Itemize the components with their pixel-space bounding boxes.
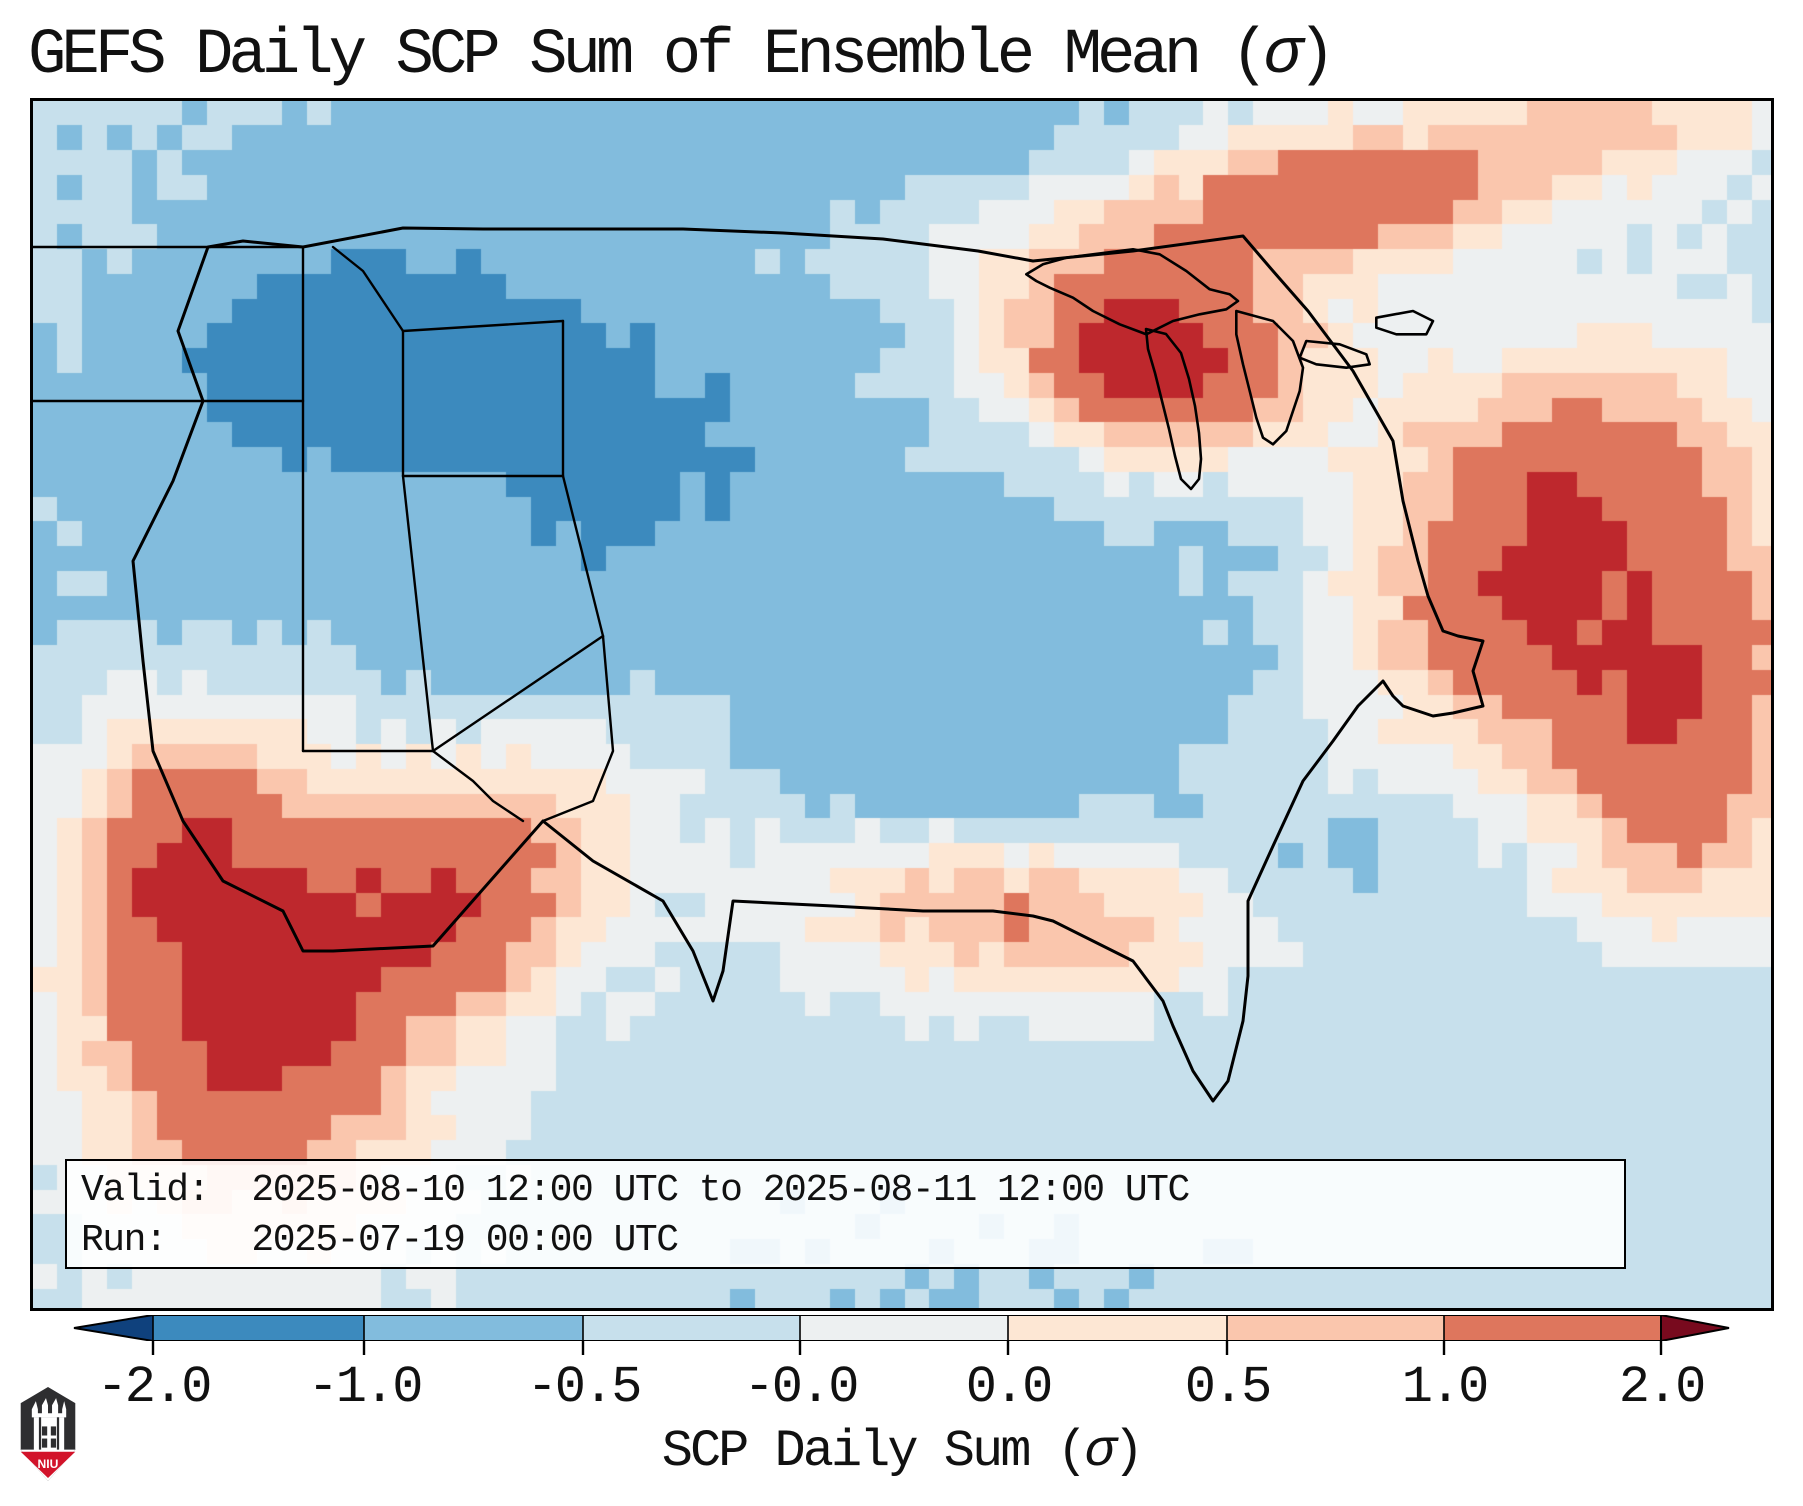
svg-text:NIU: NIU: [38, 1457, 59, 1471]
